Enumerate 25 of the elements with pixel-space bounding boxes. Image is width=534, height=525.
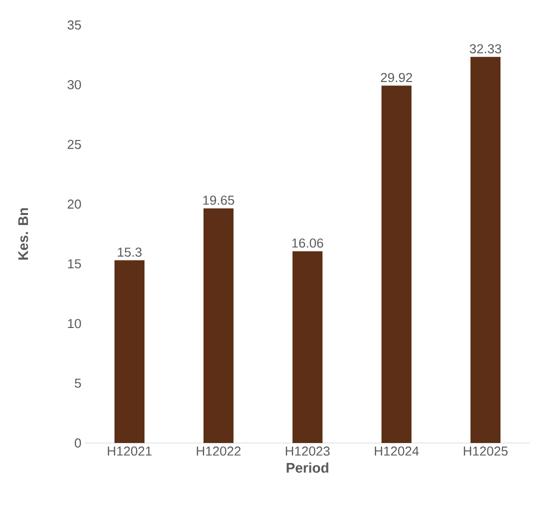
y-axis-title: Kes. Bn [18, 208, 28, 260]
y-tick-label: 25 [68, 140, 81, 150]
y-tick-label: 0 [74, 438, 81, 448]
bar [382, 86, 412, 443]
bar [292, 251, 322, 443]
x-tick-label: H12021 [108, 446, 152, 456]
data-label: 32.33 [470, 44, 502, 54]
x-tick-label: H12023 [286, 446, 330, 456]
bar [470, 56, 500, 443]
bar [204, 208, 234, 443]
bar [114, 260, 144, 443]
x-tick-label: H12025 [464, 446, 508, 456]
x-tick-label: H12024 [374, 446, 419, 456]
y-tick-label: 20 [68, 200, 81, 209]
data-label: 29.92 [380, 72, 412, 82]
data-label: 16.06 [292, 238, 324, 248]
data-label: 15.3 [118, 248, 142, 257]
x-axis-title: Period [286, 462, 328, 473]
y-tick-label: 10 [68, 318, 81, 328]
y-tick-label: 15 [68, 259, 81, 268]
data-label: 19.65 [203, 196, 234, 205]
y-tick-label: 5 [74, 378, 81, 388]
y-tick-label: 35 [68, 20, 81, 30]
y-tick-label: 30 [68, 80, 81, 90]
x-tick-label: H12022 [196, 446, 241, 456]
